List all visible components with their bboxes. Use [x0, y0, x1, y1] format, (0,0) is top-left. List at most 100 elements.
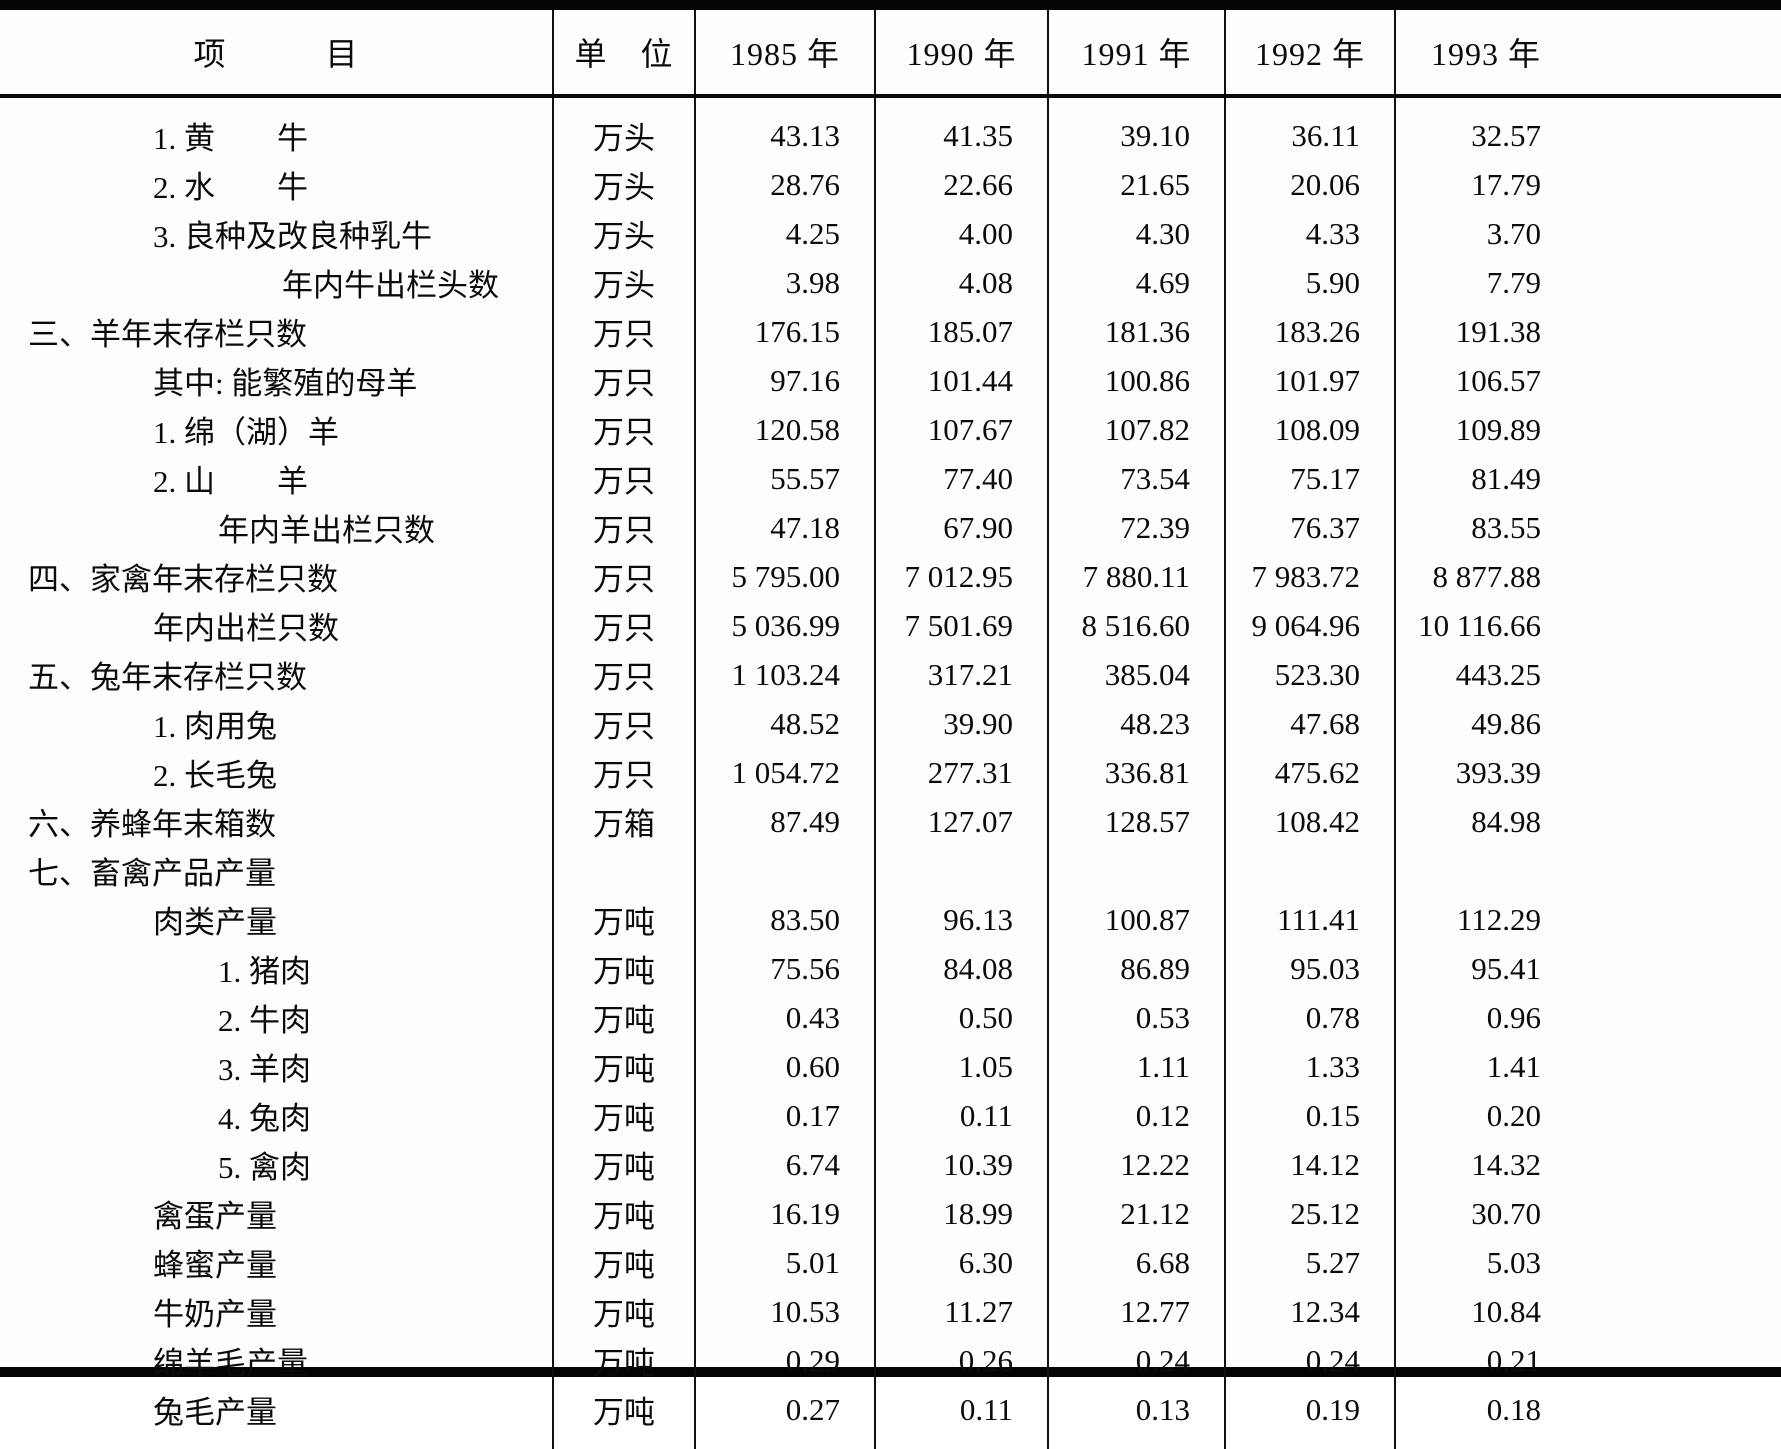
value-cell-1993 年: 393.39: [1394, 748, 1781, 797]
unit-cell: 万箱: [552, 797, 695, 846]
value-cell-1985 年: 1 103.24: [694, 650, 875, 699]
value-cell-1991 年: 0.12: [1047, 1091, 1225, 1140]
value-cell-1992 年: 7 983.72: [1224, 552, 1395, 601]
unit-cell: [552, 846, 695, 895]
item-label: 4. 兔肉: [218, 1101, 311, 1136]
table-row: 4. 兔肉 万吨 0.17 0.11 0.12 0.15 0.20: [0, 1091, 1781, 1140]
value-cell-1993 年: 443.25: [1394, 650, 1781, 699]
value-cell-1990 年: [874, 846, 1048, 895]
value-cell-1990 年: 67.90: [874, 503, 1048, 552]
value-cell-1990 年: 41.35: [874, 96, 1048, 160]
value-cell-1992 年: 5.27: [1224, 1238, 1395, 1287]
value-cell-1990 年: 127.07: [874, 797, 1048, 846]
value-cell-1985 年: 0.60: [694, 1042, 875, 1091]
table-row: 牛奶产量 万吨 10.53 11.27 12.77 12.34 10.84: [0, 1287, 1781, 1336]
value-cell-1990 年: 11.27: [874, 1287, 1048, 1336]
value-cell-1993 年: 49.86: [1394, 699, 1781, 748]
value-cell-1990 年: 317.21: [874, 650, 1048, 699]
unit-cell: 万只: [552, 699, 695, 748]
unit-cell: 万吨: [552, 944, 695, 993]
table-row: 2. 水 牛 万头 28.76 22.66 21.65 20.06 17.79: [0, 160, 1781, 209]
value-cell-1992 年: 47.68: [1224, 699, 1395, 748]
unit-cell: 万吨: [552, 1238, 695, 1287]
value-cell-1985 年: 4.25: [694, 209, 875, 258]
unit-cell: 万只: [552, 503, 695, 552]
value-cell-1993 年: 81.49: [1394, 454, 1781, 503]
table-row: 三、羊年末存栏只数 万只 176.15 185.07 181.36 183.26 191.3…: [0, 307, 1781, 356]
item-label: 禽蛋产量: [153, 1199, 277, 1234]
table-row: 3. 良种及改良种乳牛 万头 4.25 4.00 4.30 4.33 3.70: [0, 209, 1781, 258]
value-cell-1991 年: 72.39: [1047, 503, 1225, 552]
value-cell-1985 年: 6.74: [694, 1140, 875, 1189]
value-cell-1991 年: 385.04: [1047, 650, 1225, 699]
value-cell-1990 年: 0.11: [874, 1385, 1048, 1449]
value-cell-1993 年: 32.57: [1394, 96, 1781, 160]
unit-cell: 万吨: [552, 895, 695, 944]
value-cell-1985 年: 0.27: [694, 1385, 875, 1449]
value-cell-1991 年: 7 880.11: [1047, 552, 1225, 601]
table-row: 蜂蜜产量 万吨 5.01 6.30 6.68 5.27 5.03: [0, 1238, 1781, 1287]
item-label: 3. 良种及改良种乳牛: [153, 219, 432, 254]
value-cell-1993 年: 10.84: [1394, 1287, 1781, 1336]
value-cell-1990 年: 6.30: [874, 1238, 1048, 1287]
item-label: 四、家禽年末存栏只数: [28, 562, 338, 597]
value-cell-1992 年: 0.78: [1224, 993, 1395, 1042]
value-cell-1985 年: 0.29: [694, 1336, 875, 1385]
value-cell-1993 年: 0.96: [1394, 993, 1781, 1042]
value-cell-1991 年: 4.30: [1047, 209, 1225, 258]
table-row: 其中: 能繁殖的母羊 万只 97.16 101.44 100.86 101.97 106.5…: [0, 356, 1781, 405]
unit-cell: 万吨: [552, 1287, 695, 1336]
value-cell-1993 年: 1.41: [1394, 1042, 1781, 1091]
table-row: 肉类产量 万吨 83.50 96.13 100.87 111.41 112.29: [0, 895, 1781, 944]
unit-cell: 万吨: [552, 1091, 695, 1140]
value-cell-1992 年: 101.97: [1224, 356, 1395, 405]
value-cell-1990 年: 1.05: [874, 1042, 1048, 1091]
value-cell-1991 年: 6.68: [1047, 1238, 1225, 1287]
value-cell-1985 年: 87.49: [694, 797, 875, 846]
value-cell-1992 年: 9 064.96: [1224, 601, 1395, 650]
unit-cell: 万吨: [552, 1336, 695, 1385]
item-label: 5. 禽肉: [218, 1150, 311, 1185]
value-cell-1991 年: 0.24: [1047, 1336, 1225, 1385]
value-cell-1990 年: 7 012.95: [874, 552, 1048, 601]
value-cell-1991 年: 4.69: [1047, 258, 1225, 307]
table-row: 兔毛产量 万吨 0.27 0.11 0.13 0.19 0.18: [0, 1385, 1781, 1449]
value-cell-1985 年: 0.43: [694, 993, 875, 1042]
unit-cell: 万只: [552, 405, 695, 454]
value-cell-1990 年: 0.26: [874, 1336, 1048, 1385]
item-label: 2. 山 羊: [153, 464, 308, 499]
table-row: 五、兔年末存栏只数 万只 1 103.24 317.21 385.04 523.30 443…: [0, 650, 1781, 699]
value-cell-1993 年: 30.70: [1394, 1189, 1781, 1238]
table-row: 2. 长毛兔 万只 1 054.72 277.31 336.81 475.62 393.39: [0, 748, 1781, 797]
value-cell-1993 年: 191.38: [1394, 307, 1781, 356]
table-row: 绵羊毛产量 万吨 0.29 0.26 0.24 0.24 0.21: [0, 1336, 1781, 1385]
value-cell-1990 年: 39.90: [874, 699, 1048, 748]
item-label: 七、畜禽产品产量: [28, 856, 276, 891]
value-cell-1991 年: 12.22: [1047, 1140, 1225, 1189]
value-cell-1991 年: 1.11: [1047, 1042, 1225, 1091]
unit-cell: 万头: [552, 209, 695, 258]
unit-cell: 万头: [552, 96, 695, 160]
column-header-6: 1993 年: [1394, 10, 1781, 98]
value-cell-1991 年: 86.89: [1047, 944, 1225, 993]
column-header-2: 1985 年: [694, 10, 875, 98]
table-row: 四、家禽年末存栏只数 万只 5 795.00 7 012.95 7 880.11 7 98…: [0, 552, 1781, 601]
value-cell-1992 年: 76.37: [1224, 503, 1395, 552]
value-cell-1992 年: 108.42: [1224, 797, 1395, 846]
value-cell-1992 年: 95.03: [1224, 944, 1395, 993]
value-cell-1992 年: 1.33: [1224, 1042, 1395, 1091]
value-cell-1993 年: 5.03: [1394, 1238, 1781, 1287]
value-cell-1993 年: 7.79: [1394, 258, 1781, 307]
unit-cell: 万只: [552, 748, 695, 797]
unit-cell: 万只: [552, 454, 695, 503]
unit-cell: 万吨: [552, 1385, 695, 1449]
value-cell-1985 年: 43.13: [694, 96, 875, 160]
value-cell-1993 年: [1394, 846, 1781, 895]
value-cell-1992 年: 0.24: [1224, 1336, 1395, 1385]
column-header-4: 1991 年: [1047, 10, 1225, 98]
value-cell-1985 年: 5 795.00: [694, 552, 875, 601]
unit-cell: 万吨: [552, 1189, 695, 1238]
table-row: 年内牛出栏头数 万头 3.98 4.08 4.69 5.90 7.79: [0, 258, 1781, 307]
value-cell-1985 年: [694, 846, 875, 895]
value-cell-1992 年: [1224, 846, 1395, 895]
